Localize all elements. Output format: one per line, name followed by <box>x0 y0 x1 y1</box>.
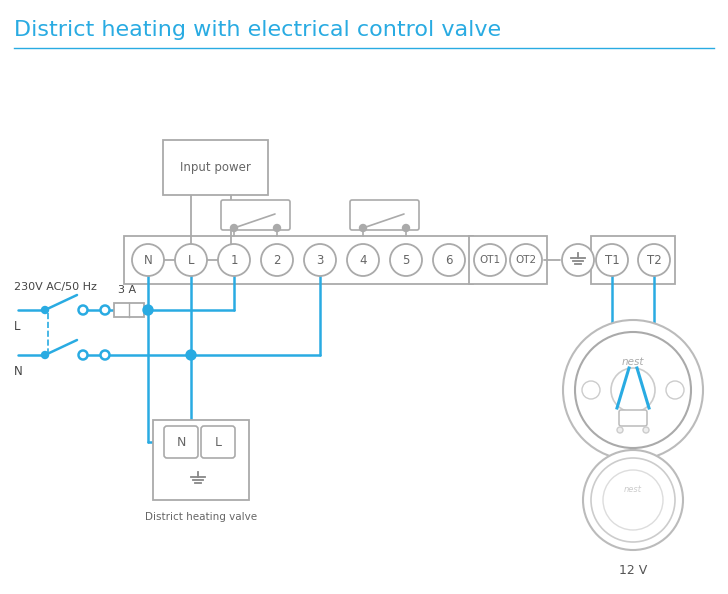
Circle shape <box>218 244 250 276</box>
Circle shape <box>582 381 600 399</box>
Circle shape <box>304 244 336 276</box>
Text: L: L <box>188 254 194 267</box>
Circle shape <box>474 244 506 276</box>
Circle shape <box>666 381 684 399</box>
Circle shape <box>563 320 703 460</box>
Circle shape <box>79 305 87 314</box>
Text: T2: T2 <box>646 254 661 267</box>
Circle shape <box>617 427 623 433</box>
FancyBboxPatch shape <box>124 236 473 284</box>
Circle shape <box>100 350 109 359</box>
Text: Input power: Input power <box>180 161 251 174</box>
Circle shape <box>143 305 153 315</box>
Text: 6: 6 <box>446 254 453 267</box>
Text: 3 A: 3 A <box>118 285 136 295</box>
Text: N: N <box>176 435 186 448</box>
FancyBboxPatch shape <box>163 140 268 195</box>
Circle shape <box>360 225 366 232</box>
Circle shape <box>390 244 422 276</box>
Circle shape <box>274 225 280 232</box>
Text: N: N <box>14 365 23 378</box>
Circle shape <box>261 244 293 276</box>
Circle shape <box>603 470 663 530</box>
Circle shape <box>611 368 655 412</box>
Circle shape <box>583 450 683 550</box>
Text: OT2: OT2 <box>515 255 537 265</box>
Text: 3: 3 <box>316 254 324 267</box>
FancyBboxPatch shape <box>114 303 144 317</box>
Text: L: L <box>14 320 20 333</box>
FancyBboxPatch shape <box>221 200 290 230</box>
Circle shape <box>575 332 691 448</box>
Text: 5: 5 <box>403 254 410 267</box>
Text: 12 V: 12 V <box>619 564 647 577</box>
Circle shape <box>596 244 628 276</box>
Circle shape <box>132 244 164 276</box>
Circle shape <box>643 427 649 433</box>
Text: T1: T1 <box>605 254 620 267</box>
FancyBboxPatch shape <box>350 200 419 230</box>
Circle shape <box>591 458 675 542</box>
Circle shape <box>79 350 87 359</box>
Circle shape <box>403 225 409 232</box>
Circle shape <box>562 244 594 276</box>
Circle shape <box>510 244 542 276</box>
Text: 4: 4 <box>359 254 367 267</box>
Text: 1: 1 <box>230 254 238 267</box>
Text: 2: 2 <box>273 254 281 267</box>
Circle shape <box>186 350 196 360</box>
Text: District heating with electrical control valve: District heating with electrical control… <box>14 20 501 40</box>
Text: nest: nest <box>622 357 644 367</box>
Circle shape <box>638 244 670 276</box>
Circle shape <box>100 305 109 314</box>
Text: N: N <box>143 254 152 267</box>
FancyBboxPatch shape <box>591 236 675 284</box>
Text: nest: nest <box>624 485 642 494</box>
Text: 230V AC/50 Hz: 230V AC/50 Hz <box>14 282 97 292</box>
FancyBboxPatch shape <box>201 426 235 458</box>
FancyBboxPatch shape <box>619 410 647 426</box>
Circle shape <box>231 225 237 232</box>
Circle shape <box>175 244 207 276</box>
FancyBboxPatch shape <box>164 426 198 458</box>
FancyBboxPatch shape <box>469 236 547 284</box>
FancyBboxPatch shape <box>153 420 249 500</box>
Text: OT1: OT1 <box>480 255 501 265</box>
Text: District heating valve: District heating valve <box>145 512 257 522</box>
Circle shape <box>41 352 49 359</box>
Text: L: L <box>215 435 221 448</box>
Circle shape <box>347 244 379 276</box>
Circle shape <box>433 244 465 276</box>
Circle shape <box>41 307 49 314</box>
